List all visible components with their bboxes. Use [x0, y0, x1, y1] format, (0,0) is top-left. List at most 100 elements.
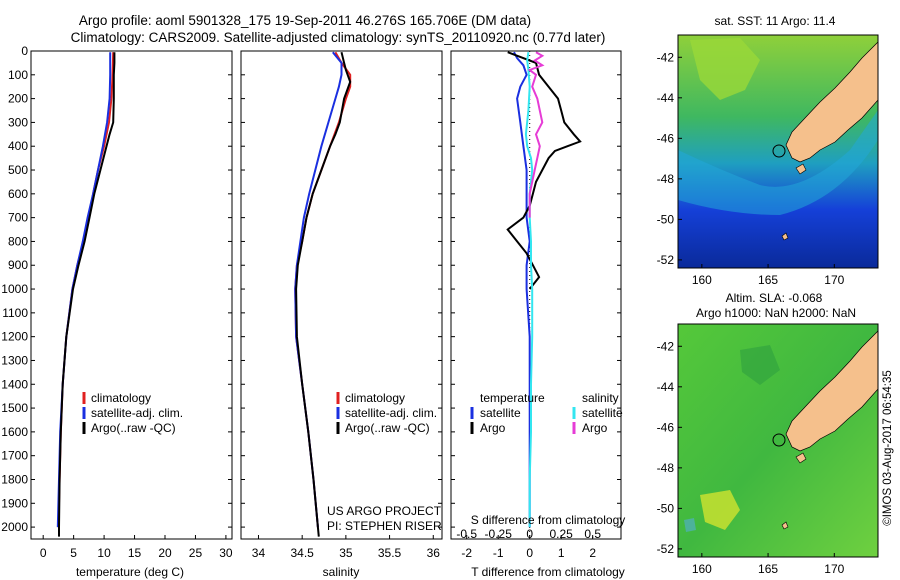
argo-position-marker: [772, 433, 786, 447]
sla-map-subtitle: Argo h1000: NaN h2000: NaN: [696, 306, 856, 320]
map-x-tick-label: 165: [758, 562, 778, 576]
x-tick-label: 35.5: [378, 546, 402, 560]
y-tick-label: 1800: [1, 472, 28, 486]
salinity-axis-label: salinity: [323, 565, 360, 579]
map-y-tick-label: -42: [657, 339, 675, 353]
difference-panel-frame: [450, 50, 622, 540]
s-difference-axis-label: S difference from climatology: [471, 513, 626, 527]
sla-blue-spot: [684, 518, 696, 532]
legend-label: satellite: [480, 406, 521, 420]
y-tick-label: 1000: [1, 282, 28, 296]
difference-series: [506, 51, 582, 528]
x-top-tick-label: -0.25: [485, 527, 513, 541]
temperature-axis-label: temperature (deg C): [76, 565, 184, 579]
x-tick-label: 36: [427, 546, 441, 560]
temperature-axes: 0100200300400500600700800900100011001200…: [1, 44, 233, 560]
series-line: [527, 51, 545, 218]
salinity-axes: 34 34.5 35 35.5 36: [241, 50, 442, 560]
header-line-2: Climatology: CARS2009. Satellite-adjuste…: [71, 30, 606, 45]
legend-label: Argo(..raw -QC): [91, 421, 176, 435]
x-top-tick-label: 0: [526, 527, 533, 541]
map-x-tick-label: 165: [758, 273, 778, 287]
x-tick-label: 10: [97, 546, 111, 560]
sst-map-title: sat. SST: 11 Argo: 11.4: [715, 14, 836, 28]
y-tick-label: 0: [21, 44, 28, 58]
map-y-tick-label: -50: [657, 212, 675, 226]
map-y-tick-label: -46: [657, 131, 675, 145]
new-zealand-land: [785, 41, 879, 163]
sla-yellow-patch: [700, 490, 740, 530]
x-top-tick-label: 0.5: [584, 527, 601, 541]
map-x-tick-label: 160: [692, 273, 712, 287]
sla-map-frame: [677, 323, 879, 558]
x-tick-label: -2: [461, 546, 472, 560]
sst-map-axes: 160 165 170 -42 -44 -46 -48 -50 -52: [657, 50, 845, 287]
salinity-legend: climatology satellite-adj. clim. Argo(..…: [336, 391, 437, 435]
project-credit: US ARGO PROJECT: [327, 504, 442, 518]
stewart-island: [795, 163, 807, 175]
y-tick-label: 600: [8, 187, 28, 201]
stewart-island: [795, 452, 807, 464]
map-y-tick-label: -46: [657, 420, 675, 434]
t-difference-axis-label: T difference from climatology: [471, 565, 625, 579]
sla-map-axes: 160 165 170 -42 -44 -46 -48 -50 -52: [657, 339, 845, 576]
map-y-tick-label: -50: [657, 501, 675, 515]
map-y-tick-label: -44: [657, 91, 675, 105]
auckland-islands: [781, 521, 789, 530]
sla-map-title: Altim. SLA: -0.068: [726, 291, 823, 305]
y-tick-label: 1100: [2, 306, 28, 320]
legend-label: climatology: [345, 391, 405, 405]
sst-map-frame: [677, 34, 879, 269]
x-top-tick-label: 0.25: [550, 527, 574, 541]
x-tick-label: -1: [493, 546, 504, 560]
map-y-tick-label: -44: [657, 380, 675, 394]
x-tick-label: 34.5: [290, 546, 314, 560]
temperature-series: [56, 52, 116, 537]
y-tick-label: 200: [8, 92, 28, 106]
y-tick-label: 1900: [1, 496, 28, 510]
temperature-legend: climatology satellite-adj. clim. Argo(..…: [82, 391, 183, 435]
difference-axes: -2 -1 0 1 2 -0.5 -0.25 0 0.25 0.5: [451, 50, 621, 560]
map-x-tick-label: 170: [824, 562, 844, 576]
y-tick-label: 1600: [1, 425, 28, 439]
map-y-tick-label: -48: [657, 461, 675, 475]
y-tick-label: 1400: [1, 377, 28, 391]
salinity-panel-frame: [240, 50, 443, 540]
sla-map: [677, 323, 879, 558]
y-tick-label: 1700: [1, 449, 28, 463]
x-tick-label: 30: [219, 546, 233, 560]
map-y-tick-label: -52: [657, 542, 675, 556]
temperature-panel-frame: [30, 50, 233, 540]
legend-label: Argo: [582, 421, 608, 435]
x-tick-label: 5: [70, 546, 77, 560]
x-tick-label: 34: [252, 546, 266, 560]
x-tick-label: 1: [558, 546, 565, 560]
sst-map: [677, 34, 879, 269]
legend-label: satellite-adj. clim.: [91, 406, 183, 420]
y-tick-label: 700: [8, 211, 28, 225]
sst-warm-patch: [690, 38, 760, 100]
y-tick-label: 1200: [1, 330, 28, 344]
legend-label: satellite-adj. clim.: [345, 406, 437, 420]
y-tick-label: 800: [8, 234, 28, 248]
y-tick-label: 1300: [1, 353, 28, 367]
x-tick-label: 15: [128, 546, 142, 560]
legend-label: satellite: [582, 406, 623, 420]
x-top-tick-label: -0.5: [456, 527, 477, 541]
y-tick-label: 900: [8, 258, 28, 272]
y-tick-label: 2000: [1, 520, 28, 534]
map-y-tick-label: -52: [657, 253, 675, 267]
sla-dark-patch: [740, 345, 780, 385]
x-tick-label: 0: [40, 546, 47, 560]
x-tick-label: 25: [189, 546, 203, 560]
salinity-difference-legend: salinity satellite Argo: [572, 391, 623, 435]
new-zealand-land: [785, 330, 879, 452]
y-tick-label: 1500: [1, 401, 28, 415]
temperature-difference-legend: temperature satellite Argo: [470, 391, 545, 435]
map-y-tick-label: -48: [657, 172, 675, 186]
legend-title: salinity: [582, 391, 619, 405]
y-tick-label: 400: [8, 139, 28, 153]
salinity-series: [294, 51, 352, 537]
y-tick-label: 500: [8, 163, 28, 177]
